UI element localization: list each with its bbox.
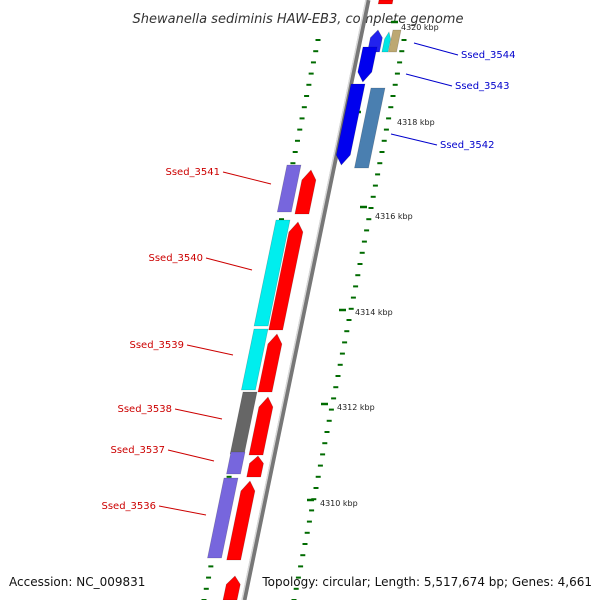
gene-features [207,0,402,600]
gene-leader-line [413,42,459,56]
gene-feature [354,87,386,169]
gene-leader-line [405,73,453,87]
backbone-highlight [241,0,367,600]
gene-leader-line [174,408,223,420]
gene-label[interactable]: Ssed_3540 [148,253,203,264]
gene-label[interactable]: Ssed_3543 [455,81,510,92]
genome-backbone [241,0,371,600]
kbp-marker: 4318 kbp [397,118,435,127]
gene-feature [276,164,302,213]
gene-feature [226,480,256,561]
kbp-marker: 4310 kbp [320,499,358,508]
kbp-marker: 4320 kbp [401,23,439,32]
gene-label[interactable]: Ssed_3542 [440,140,495,151]
gene-label[interactable]: Ssed_3544 [461,50,516,61]
map-title: Shewanella sediminis HAW-EB3, complete g… [133,12,464,27]
gene-feature [335,83,366,166]
accession-text: Accession: NC_009831 [9,575,145,589]
gene-feature [207,477,239,559]
kbp-marker: 4312 kbp [337,403,375,412]
gene-feature [268,221,304,331]
gene-label[interactable]: Ssed_3537 [110,445,165,456]
gene-feature [357,46,378,83]
gene-label[interactable]: Ssed_3538 [117,404,172,415]
gene-feature [222,575,241,600]
gene-feature [248,396,274,456]
gene-feature [294,169,317,215]
gene-leader-line [222,171,272,185]
gene-label[interactable]: Ssed_3536 [101,501,156,512]
kbp-marker: 4314 kbp [355,308,393,317]
kbp-marker: 4316 kbp [375,212,413,221]
gene-feature [388,29,402,53]
gene-label[interactable]: Ssed_3539 [129,340,184,351]
gene-feature [257,333,283,393]
gene-leader-line [158,505,207,516]
gene-leader-line [390,133,438,146]
gene-feature [377,0,394,5]
gene-feature [381,31,391,53]
gene-feature [246,455,264,478]
gene-labels: Ssed_3544 Ssed_3543 Ssed_3542 Ssed_3541 Ssed… [101,42,516,516]
gene-feature [253,219,291,327]
gene-label[interactable]: Ssed_3541 [165,167,220,178]
gene-leader-line [167,449,215,462]
gene-leader-line [186,344,234,356]
backbone-line [241,0,371,600]
topology-text: Topology: circular; Length: 5,517,674 bp… [261,575,592,589]
gene-leader-line [205,257,253,271]
gene-feature [241,328,269,391]
kbp-markers: 4320 kbp 4318 kbp 4316 kbp 4314 kbp 4312 kbp… [320,23,439,508]
gene-feature [226,451,246,475]
